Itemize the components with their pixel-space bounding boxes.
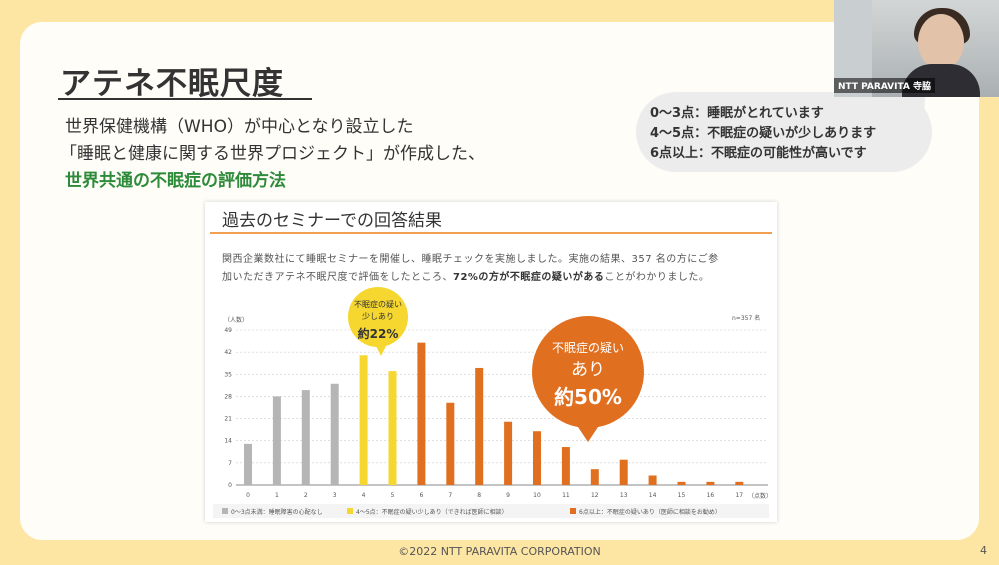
- big-callout-line-1: 不眠症の疑い: [552, 340, 624, 355]
- chart-gridlines: [236, 329, 768, 486]
- score-range-0-3: 0～3点：睡眠がとれています: [650, 106, 824, 121]
- chart-bar: [735, 481, 744, 485]
- score-speech-bubble: [636, 92, 932, 172]
- chart-bar: [301, 390, 310, 485]
- x-tick-label: 10: [533, 492, 541, 499]
- y-tick-label: 49: [224, 327, 232, 334]
- chart-bars: [244, 342, 744, 485]
- x-tick-label: 8: [477, 492, 481, 499]
- chart-bar: [417, 342, 426, 485]
- chart-bar: [619, 459, 628, 485]
- small-callout-line-2: 少しあり: [362, 312, 394, 321]
- y-tick-label: 35: [224, 371, 232, 378]
- big-callout-line-2: あり: [571, 360, 605, 380]
- legend-label-yellow: 4～5点：不眠症の疑い少しあり（できれば医師に相談）: [356, 508, 508, 516]
- results-panel: [205, 202, 777, 522]
- small-callout-percent: 約22%: [358, 326, 399, 341]
- page-number: 4: [980, 544, 987, 557]
- big-callout-pointer: [576, 424, 600, 442]
- chart-bar: [533, 431, 541, 485]
- x-tick-label: 13: [620, 492, 628, 499]
- results-text-line-2-post: ことがわかりました。: [604, 272, 710, 283]
- chart-bar: [359, 355, 368, 485]
- x-tick-label: 12: [591, 492, 599, 499]
- chart-legend-box: [213, 504, 769, 518]
- big-callout-percent: 約50%: [554, 385, 622, 409]
- small-callout-circle: [348, 287, 408, 347]
- score-range-6-plus: 6点以上：不眠症の可能性が高いです: [650, 146, 867, 161]
- x-tick-label: 7: [448, 492, 452, 499]
- y-tick-label: 21: [224, 416, 232, 423]
- x-tick-label: 15: [678, 492, 686, 499]
- legend-swatch-orange: [570, 508, 576, 514]
- chart-bar: [272, 396, 281, 485]
- x-tick-label: 6: [419, 492, 423, 499]
- results-text-line-2: 加いただきアテネ不眠尺度で評価をしたところ、72%の方が不眠症の疑いがあることが…: [222, 268, 709, 283]
- chart-bar: [446, 402, 455, 485]
- copyright-footer: ©2022 NTT PARAVITA CORPORATION: [398, 545, 601, 558]
- y-tick-label: 14: [224, 438, 232, 445]
- results-text-line-2-pre: 加いただきアテネ不眠尺度で評価をしたところ、: [222, 272, 453, 283]
- x-tick-label: 2: [304, 492, 308, 499]
- y-tick-label: 42: [224, 349, 232, 356]
- chart-bar: [388, 371, 397, 485]
- chart-bar: [590, 469, 599, 485]
- x-tick-label: 11: [562, 492, 570, 499]
- legend-label-orange: 6点以上：不眠症の疑いあり（医師に相談をお勧め）: [579, 508, 721, 516]
- chart-bar: [244, 443, 252, 485]
- chart-bar: [475, 367, 484, 485]
- x-axis-label: （点数）: [748, 492, 772, 500]
- y-axis-label: （人数）: [224, 316, 248, 324]
- chart-bar: [648, 475, 657, 485]
- presenter-video-tile[interactable]: NTT PARAVITA 寺脇: [834, 0, 999, 97]
- legend-swatch-gray: [222, 508, 228, 514]
- description-line-2: 「睡眠と健康に関する世界プロジェクト」が作成した、: [60, 144, 485, 164]
- title-underline: [58, 98, 312, 100]
- y-tick-label: 28: [224, 393, 232, 400]
- chart-bar: [330, 383, 339, 485]
- chart-bar: [706, 481, 715, 485]
- chart-bar: [561, 447, 570, 485]
- x-tick-label: 0: [246, 492, 250, 499]
- x-tick-label: 16: [707, 492, 715, 499]
- presenter-face: [918, 14, 964, 70]
- results-panel-title: 過去のセミナーでの回答結果: [222, 211, 442, 231]
- results-text-line-1: 関西企業数社にて睡眠セミナーを開催し、睡眠チェックを実施しました。実施の結果、3…: [222, 254, 719, 265]
- x-tick-label: 9: [506, 492, 510, 499]
- score-range-4-5: 4～5点：不眠症の疑いが少しあります: [650, 126, 877, 141]
- x-tick-label: 1: [275, 492, 279, 499]
- small-callout-line-1: 不眠症の疑い: [354, 299, 402, 309]
- sample-size-label: n=357 名: [732, 314, 760, 322]
- x-tick-label: 17: [735, 492, 743, 499]
- y-tick-label: 0: [228, 482, 232, 489]
- chart-bar: [677, 481, 686, 485]
- description-line-3: 世界共通の不眠症の評価方法: [65, 171, 286, 191]
- results-panel-rule: [210, 232, 772, 234]
- results-text-highlight: 72%の方が不眠症の疑いがある: [453, 272, 605, 283]
- description-line-1: 世界保健機構（WHO）が中心となり設立した: [65, 117, 414, 137]
- y-tick-label: 7: [228, 460, 232, 467]
- x-tick-label: 5: [391, 492, 395, 499]
- chart-bar: [504, 421, 513, 485]
- legend-label-gray: 0～3点未満：睡眠障害の心配なし: [231, 508, 323, 516]
- x-tick-label: 14: [649, 492, 657, 499]
- slide-title: アテネ不眠尺度: [60, 66, 284, 102]
- x-tick-label: 4: [362, 492, 366, 499]
- legend-swatch-yellow: [347, 508, 353, 514]
- x-tick-label: 3: [333, 492, 337, 499]
- big-callout-circle: [532, 316, 644, 428]
- presenter-name-label: NTT PARAVITA 寺脇: [834, 78, 936, 93]
